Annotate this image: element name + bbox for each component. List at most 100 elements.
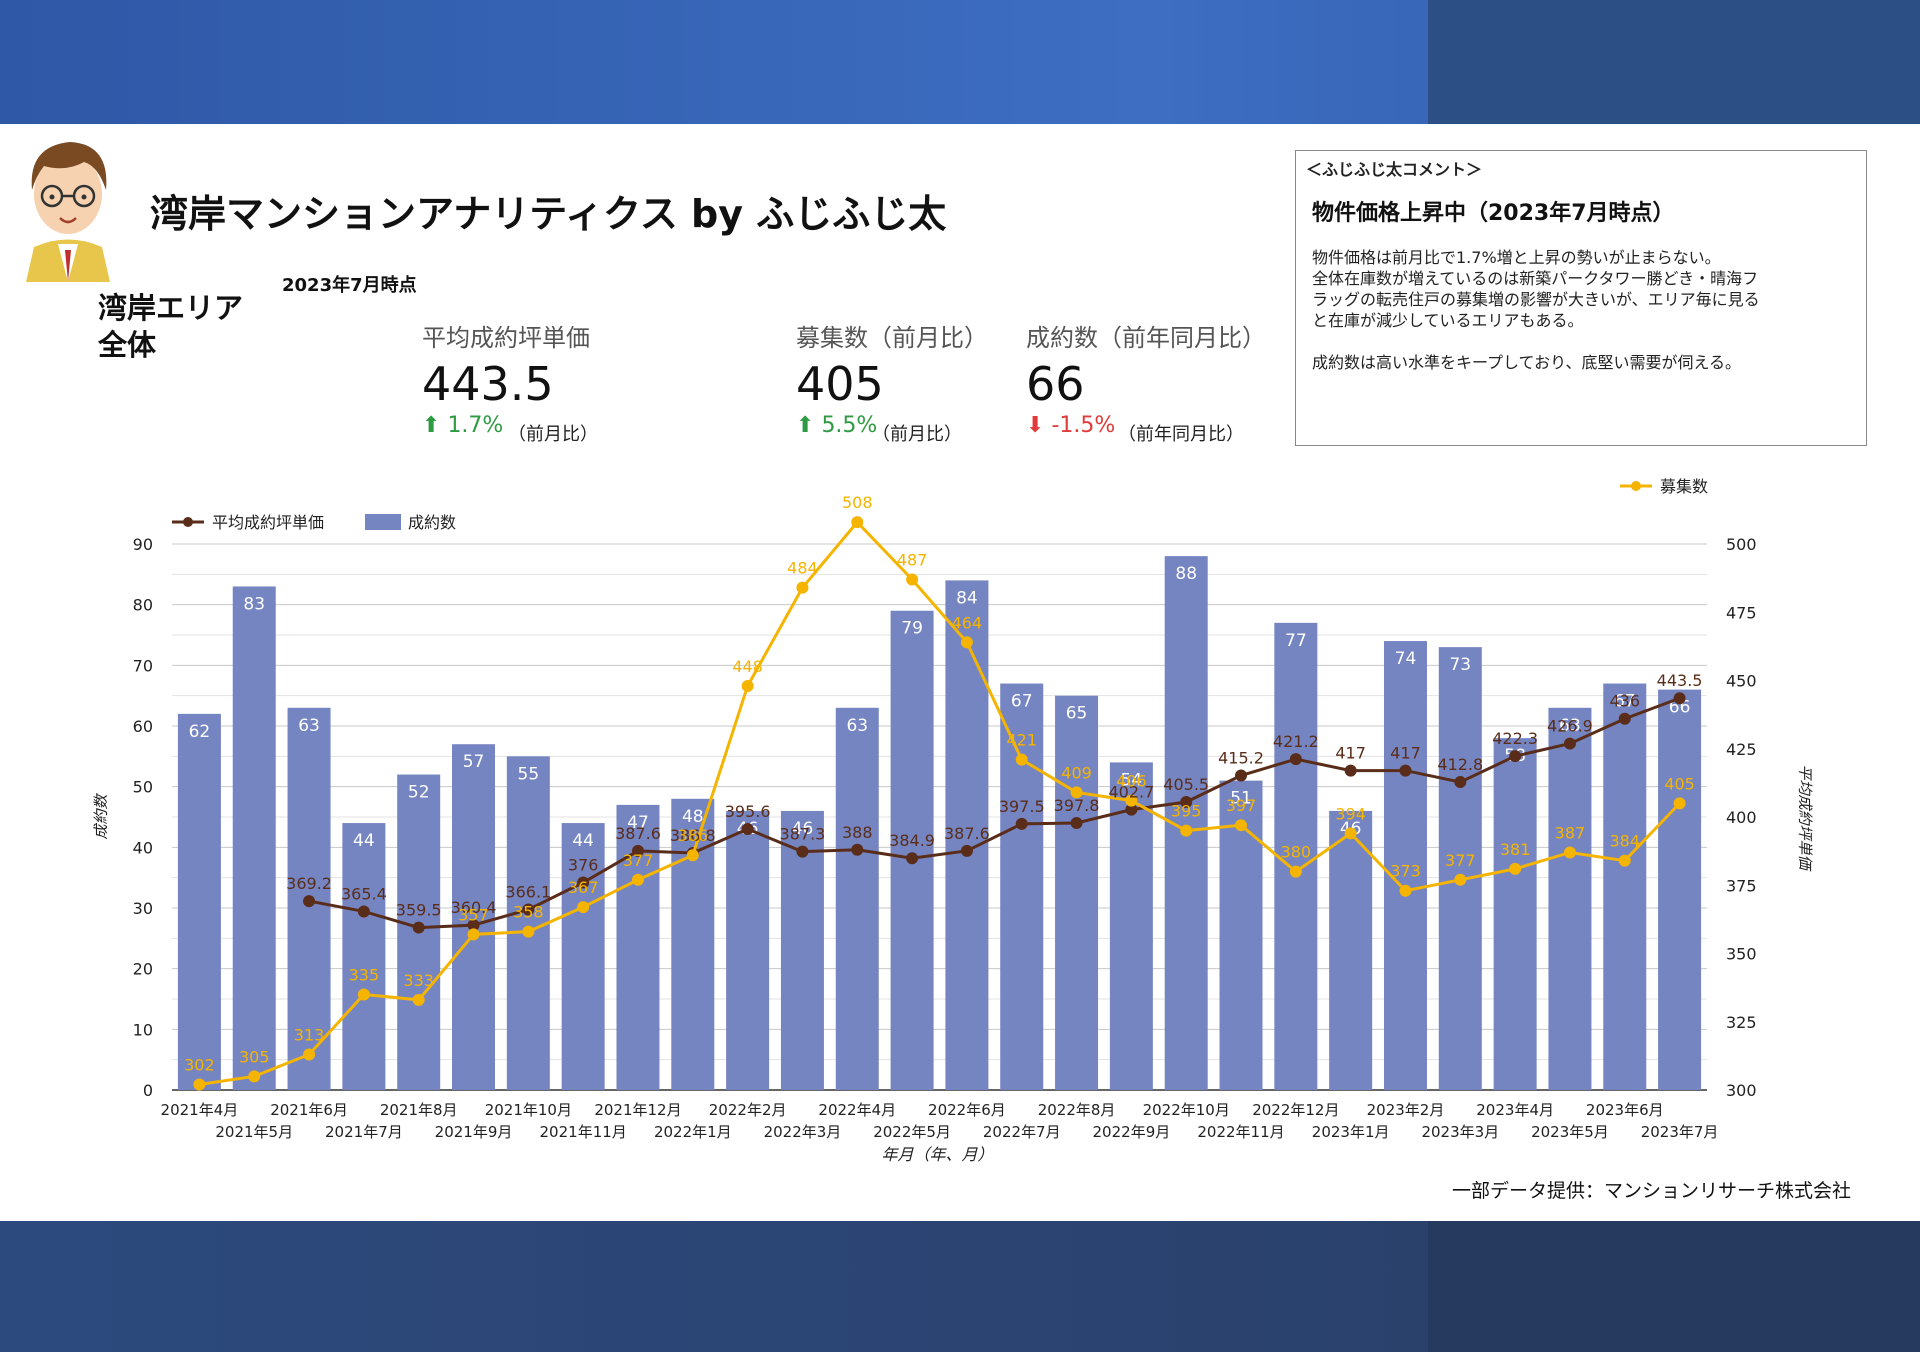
comment-line: 物件価格は前月比で1.7%増と上昇の勢いが止まらない。 (1312, 248, 1721, 267)
price-point (577, 876, 590, 889)
price-point (1070, 817, 1083, 830)
legend-bar-label: 成約数 (408, 513, 456, 532)
x-axis-title: 年月（年、月） (881, 1145, 993, 1164)
listing-value-label: 409 (1061, 763, 1092, 782)
bar (1274, 622, 1318, 1090)
bar (890, 610, 934, 1090)
price-value-label: 365.4 (341, 884, 387, 903)
bar (726, 810, 770, 1090)
y-right-tick-label: 475 (1726, 603, 1757, 622)
bar (1329, 810, 1373, 1090)
y-right-tick-label: 450 (1726, 672, 1757, 691)
listing-value-label: 381 (1500, 840, 1531, 859)
listing-value-label: 367 (568, 878, 599, 897)
price-point (1344, 764, 1357, 777)
listing-value-label: 395 (1171, 802, 1202, 821)
listing-line (199, 519, 1681, 1087)
price-point (467, 919, 480, 932)
price-value-label: 388 (842, 823, 873, 842)
y-right-axis-title: 平均成約坪単価 (1796, 764, 1814, 872)
legend-bar-swatch (365, 514, 401, 530)
y-left-tick-label: 90 (133, 535, 153, 554)
bar (1493, 738, 1537, 1090)
comment-line: ラッグの転売住戸の募集増の影響が大きいが、エリア毎に見る (1312, 290, 1760, 309)
bar-value-label: 67 (1011, 692, 1033, 712)
listing-point (357, 988, 370, 1001)
listing-point (1015, 753, 1028, 766)
x-tick-label: 2021年6月 (270, 1101, 348, 1119)
price-point (1618, 712, 1631, 725)
bar-value-label: 62 (189, 722, 211, 742)
bar (1548, 707, 1592, 1090)
kpi-change: ⬆ 5.5% (796, 413, 877, 438)
x-tick-label: 2023年3月 (1421, 1123, 1499, 1141)
bar-value-label: 77 (1285, 631, 1307, 651)
x-tick-label: 2023年5月 (1531, 1123, 1609, 1141)
y-left-axis-title: 成約数 (92, 793, 110, 840)
price-value-label: 405.5 (1163, 775, 1209, 794)
price-value-label: 384.9 (889, 831, 935, 850)
bar (835, 707, 879, 1090)
footer-band-accent (1428, 1221, 1920, 1358)
bar-value-label: 63 (298, 716, 320, 736)
kpi-note: （前月比） (872, 424, 962, 445)
listing-point (851, 516, 864, 529)
kpi-change-value: -1.5% (1051, 413, 1116, 438)
bar (1055, 695, 1099, 1090)
legend-listing-label: 募集数 (1660, 477, 1708, 496)
price-value-label: 402.7 (1108, 783, 1154, 802)
bar-value-label: 66 (1669, 698, 1691, 718)
kpi-note: （前月比） (508, 424, 598, 445)
listing-value-label: 384 (1609, 832, 1640, 851)
price-point (1125, 803, 1138, 816)
combo-chart: 0 10 20 30 40 50 60 70 80 90 300 325 350 375 400 425 450… (92, 477, 1814, 1164)
y-right-tick-label: 325 (1726, 1013, 1757, 1032)
listing-value-label: 448 (732, 657, 763, 676)
price-value-label: 426.9 (1547, 717, 1593, 736)
price-value-label: 386.8 (670, 826, 716, 845)
listing-point (1235, 819, 1248, 832)
x-tick-label: 2021年8月 (380, 1101, 458, 1119)
kpi-change-value: 5.5% (821, 413, 878, 438)
price-point (303, 895, 316, 908)
x-tick-label: 2022年5月 (873, 1123, 951, 1141)
listing-value-label: 484 (787, 559, 818, 578)
x-tick-label: 2022年1月 (654, 1123, 732, 1141)
price-value-label: 395.6 (725, 802, 771, 821)
bar (506, 756, 550, 1090)
listing-value-label: 358 (513, 903, 544, 922)
price-point (1015, 817, 1028, 830)
price-point (631, 844, 644, 857)
bar-value-label: 44 (353, 831, 375, 851)
bar (1219, 780, 1263, 1090)
price-point (412, 921, 425, 934)
bar (945, 580, 989, 1090)
listing-point (1070, 786, 1083, 799)
x-tick-label: 2022年9月 (1093, 1123, 1171, 1141)
page-title: 湾岸マンションアナリティクス by ふじふじ太 (150, 192, 947, 236)
bar-value-label: 44 (572, 831, 594, 851)
footer-edge (0, 1352, 1920, 1358)
listing-point (1618, 854, 1631, 867)
bar (1658, 689, 1702, 1090)
price-point (906, 852, 919, 865)
x-tick-label: 2022年7月 (983, 1123, 1061, 1141)
price-point (741, 823, 754, 836)
y-left-tick-label: 30 (133, 899, 153, 918)
x-tick-label: 2023年6月 (1586, 1101, 1664, 1119)
y-left-tick-label: 0 (143, 1081, 153, 1100)
bar-value-label: 74 (1395, 649, 1417, 669)
listing-point (1454, 873, 1467, 886)
comment-body: 物件価格は前月比で1.7%増と上昇の勢いが止まらない。 全体在庫数が増えているの… (1312, 247, 1852, 373)
bar (1109, 762, 1153, 1090)
comment-line: と在庫が減少しているエリアもある。 (1312, 311, 1584, 330)
kpi-change: ⬇ -1.5% (1026, 413, 1115, 438)
kpi-listings: 募集数（前月比） 405 ⬆ 5.5% （前月比） (796, 318, 988, 445)
price-value-label: 387.3 (780, 825, 826, 844)
x-tick-label: 2021年11月 (540, 1123, 627, 1141)
price-point (1509, 750, 1522, 763)
comment-line: 全体在庫数が増えているのは新築パークタワー勝どき・晴海フ (1312, 269, 1759, 288)
listing-value-label: 421 (1006, 731, 1037, 750)
x-tick-label: 2022年12月 (1252, 1101, 1339, 1119)
x-tick-label: 2021年12月 (594, 1101, 681, 1119)
